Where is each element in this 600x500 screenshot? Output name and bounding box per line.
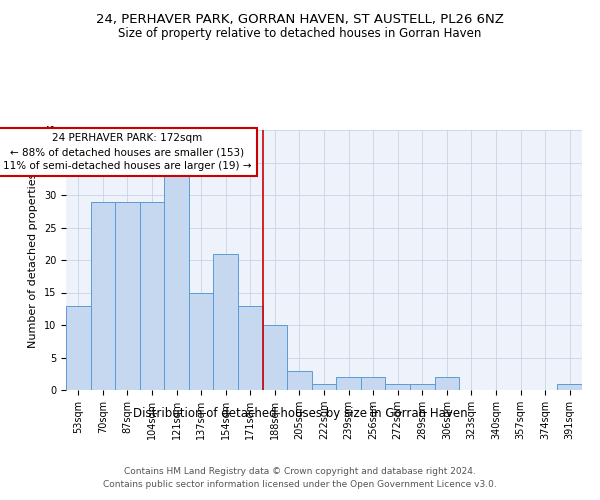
Bar xyxy=(557,384,582,390)
Y-axis label: Number of detached properties: Number of detached properties xyxy=(28,172,38,348)
Text: Size of property relative to detached houses in Gorran Haven: Size of property relative to detached ho… xyxy=(118,28,482,40)
Text: 24, PERHAVER PARK, GORRAN HAVEN, ST AUSTELL, PL26 6NZ: 24, PERHAVER PARK, GORRAN HAVEN, ST AUST… xyxy=(96,12,504,26)
Bar xyxy=(140,202,164,390)
Bar xyxy=(410,384,434,390)
Bar xyxy=(214,254,238,390)
Bar xyxy=(312,384,336,390)
Text: Contains HM Land Registry data © Crown copyright and database right 2024.: Contains HM Land Registry data © Crown c… xyxy=(124,468,476,476)
Bar xyxy=(164,176,189,390)
Bar xyxy=(385,384,410,390)
Bar xyxy=(66,306,91,390)
Text: Contains public sector information licensed under the Open Government Licence v3: Contains public sector information licen… xyxy=(103,480,497,489)
Bar xyxy=(91,202,115,390)
Bar xyxy=(336,377,361,390)
Bar xyxy=(238,306,263,390)
Bar xyxy=(115,202,140,390)
Bar xyxy=(434,377,459,390)
Bar xyxy=(287,370,312,390)
Bar xyxy=(361,377,385,390)
Text: Distribution of detached houses by size in Gorran Haven: Distribution of detached houses by size … xyxy=(133,408,467,420)
Bar xyxy=(263,325,287,390)
Bar xyxy=(189,292,214,390)
Text: 24 PERHAVER PARK: 172sqm
← 88% of detached houses are smaller (153)
11% of semi-: 24 PERHAVER PARK: 172sqm ← 88% of detach… xyxy=(3,133,251,171)
